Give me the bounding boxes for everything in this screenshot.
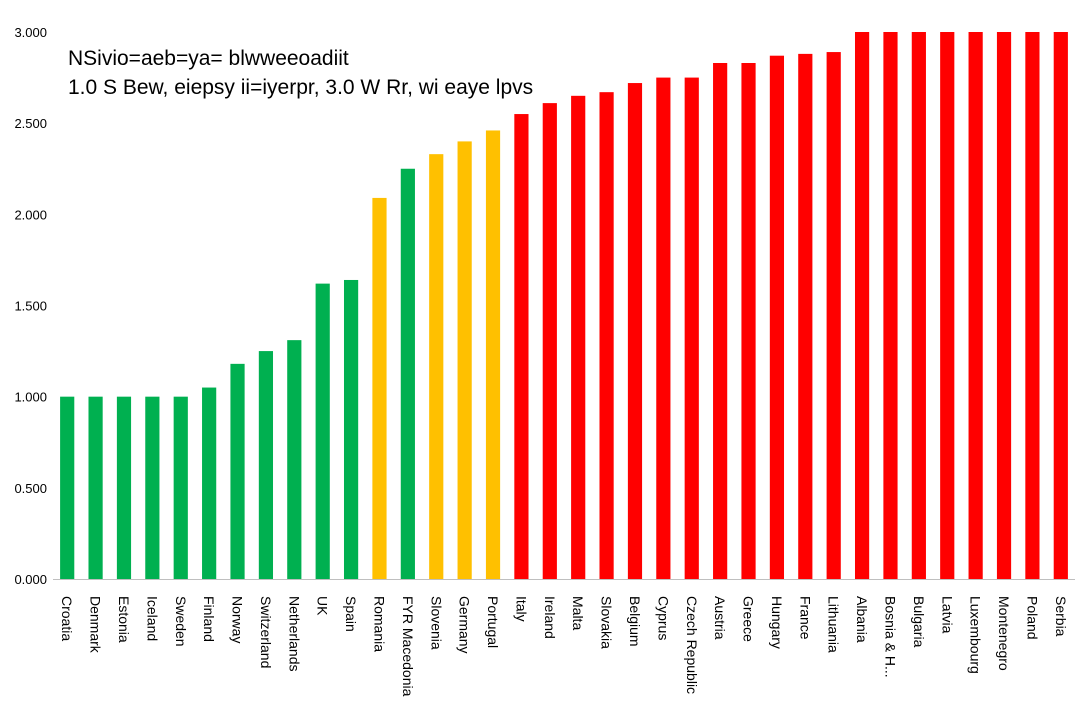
x-tick-label: Estonia (116, 596, 132, 643)
x-tick-label: Montenegro (996, 596, 1012, 671)
x-tick-label: Portugal (485, 596, 501, 648)
bar (883, 32, 898, 579)
bar (826, 52, 841, 580)
y-axis-tick-labels: 0.000 0.500 1.000 1.500 2.000 2.500 3.000 (14, 25, 47, 587)
x-axis-tick-labels: Croatia Denmark Estonia Iceland Sweden Finlan… (59, 596, 1069, 697)
bar (911, 32, 926, 579)
x-tick-label: Greece (741, 596, 757, 642)
x-tick-label: Sweden (173, 596, 189, 647)
bar (202, 387, 217, 579)
chart-title-block: NSivio=aeb=ya= blwweeoadiit 1.0 S Bew, e… (68, 44, 533, 102)
x-tick-label: Romania (371, 596, 387, 652)
x-tick-label: Bulgaria (911, 596, 927, 648)
x-tick-label: Ireland (542, 596, 558, 639)
x-tick-label: Luxembourg (968, 596, 984, 674)
bar (1053, 32, 1068, 579)
x-tick-label: Slovakia (599, 596, 615, 649)
bar (940, 32, 955, 579)
x-tick-label: Germany (457, 596, 473, 654)
bar (656, 77, 671, 579)
x-tick-label: Czech Republic (684, 596, 700, 694)
y-tick-label: 1.500 (14, 299, 47, 314)
bar (996, 32, 1012, 579)
chart-title: NSivio=aeb=ya= blwweeoadiit (68, 47, 349, 70)
bar (173, 396, 188, 579)
bar (514, 114, 529, 580)
bar (713, 63, 728, 579)
x-tick-label: Netherlands (286, 596, 302, 672)
x-tick-label: Denmark (88, 596, 104, 654)
x-tick-label: Norway (230, 596, 246, 643)
x-tick-label: Spain (343, 596, 359, 632)
x-tick-label: Austria (712, 596, 728, 640)
bar (287, 340, 302, 579)
bar (1025, 32, 1040, 579)
bar (769, 55, 785, 579)
bar (968, 32, 983, 579)
x-tick-label: Finland (201, 596, 217, 642)
x-tick-label: Poland (1024, 596, 1040, 640)
x-tick-label: Lithuania (826, 596, 842, 653)
bar (485, 130, 501, 579)
x-tick-label: Hungary (769, 596, 785, 649)
y-tick-label: 3.000 (14, 25, 47, 40)
x-tick-label: FYR Macedonia (400, 596, 416, 697)
y-tick-label: 1.000 (14, 390, 47, 405)
bar (684, 77, 699, 579)
bar (571, 95, 586, 579)
x-tick-label: Serbia (1053, 596, 1069, 637)
x-tick-label: Italy (513, 596, 529, 622)
y-tick-label: 0.000 (14, 572, 47, 587)
chart-subtitle: 1.0 S Bew, eiepsy ii=iyerpr, 3.0 W Rr, w… (68, 76, 534, 99)
bar (372, 197, 387, 580)
x-tick-label: Iceland (144, 596, 160, 641)
x-tick-label: Switzerland (258, 596, 274, 668)
y-tick-label: 2.500 (14, 116, 47, 131)
bar (599, 92, 614, 580)
bar (429, 154, 444, 579)
bar (230, 363, 245, 579)
x-tick-label: Slovenia (428, 596, 444, 650)
bars-group (60, 32, 1068, 580)
y-tick-label: 2.000 (14, 207, 47, 222)
bar (116, 396, 132, 579)
x-tick-label: Albania (854, 596, 870, 643)
bar (400, 168, 415, 579)
bar (343, 279, 359, 579)
bar (258, 351, 274, 579)
x-tick-label: Malta (570, 596, 586, 630)
bar (60, 396, 75, 579)
bar (741, 63, 756, 579)
bar (88, 396, 103, 579)
y-tick-label: 0.500 (14, 481, 47, 496)
bar (145, 396, 160, 579)
x-tick-label: Belgium (627, 596, 643, 647)
bar (315, 283, 330, 579)
x-tick-label: Cyprus (655, 596, 671, 640)
bar (542, 103, 557, 580)
bar (854, 32, 870, 579)
bar (798, 53, 813, 579)
x-tick-label: France (797, 596, 813, 640)
x-tick-label: Latvia (939, 596, 955, 634)
bar (457, 141, 472, 579)
x-tick-label: Bosnia & H... (882, 596, 898, 678)
bar (627, 83, 643, 580)
x-tick-label: UK (315, 596, 331, 616)
x-tick-label: Croatia (59, 596, 75, 641)
